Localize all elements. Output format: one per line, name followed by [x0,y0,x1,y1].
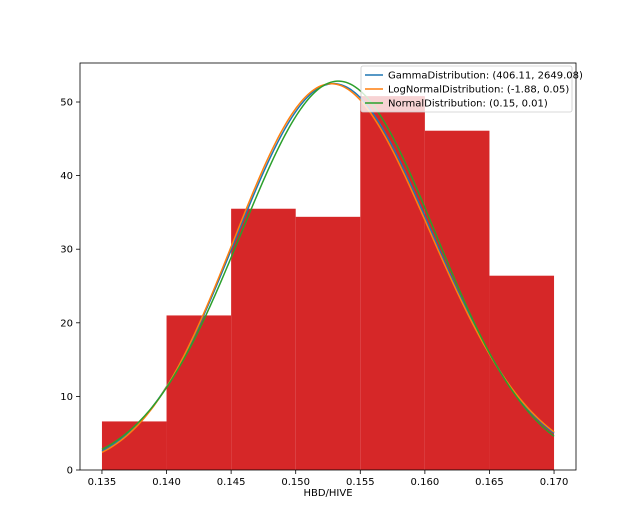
histogram-bar [360,96,425,470]
y-tick-label: 10 [60,392,73,403]
x-tick-label: 0.165 [475,477,504,488]
axes-frame [79,62,577,471]
histogram-bar [489,275,555,470]
legend: GammaDistribution: (406.11, 2649.08) LogN… [360,65,583,113]
legend-box [360,65,573,113]
y-axis-ticks: 0 10 20 30 40 50 [60,98,80,477]
y-tick-label: 20 [60,318,73,329]
histogram-bar [424,130,490,470]
legend-entry: LogNormalDistribution: (-1.88, 0.05) [388,85,569,96]
y-tick-label: 30 [60,245,73,256]
x-tick-label: 0.160 [411,477,440,488]
x-tick-label: 0.145 [217,477,246,488]
distribution-curves [101,80,555,454]
x-tick-label: 0.140 [152,477,181,488]
histogram-bar [231,208,296,470]
x-tick-label: 0.155 [346,477,375,488]
y-tick-label: 50 [60,98,73,109]
x-tick-label: 0.150 [281,477,310,488]
legend-entry: NormalDistribution: (0.15, 0.01) [388,99,548,110]
x-tick-label: 0.170 [540,477,569,488]
x-axis-ticks: 0.135 0.140 0.145 0.150 0.155 0.160 0.165 0.170 [88,470,569,488]
curve-normal [101,80,555,451]
y-tick-label: 0 [67,466,73,477]
histogram-bars [101,96,555,470]
legend-entry: GammaDistribution: (406.11, 2649.08) [388,71,583,82]
histogram-bar [166,315,232,470]
y-tick-label: 40 [60,171,73,182]
x-tick-label: 0.135 [88,477,117,488]
x-axis-label: HBD/HIVE [303,488,352,499]
histogram-bar [295,216,361,470]
